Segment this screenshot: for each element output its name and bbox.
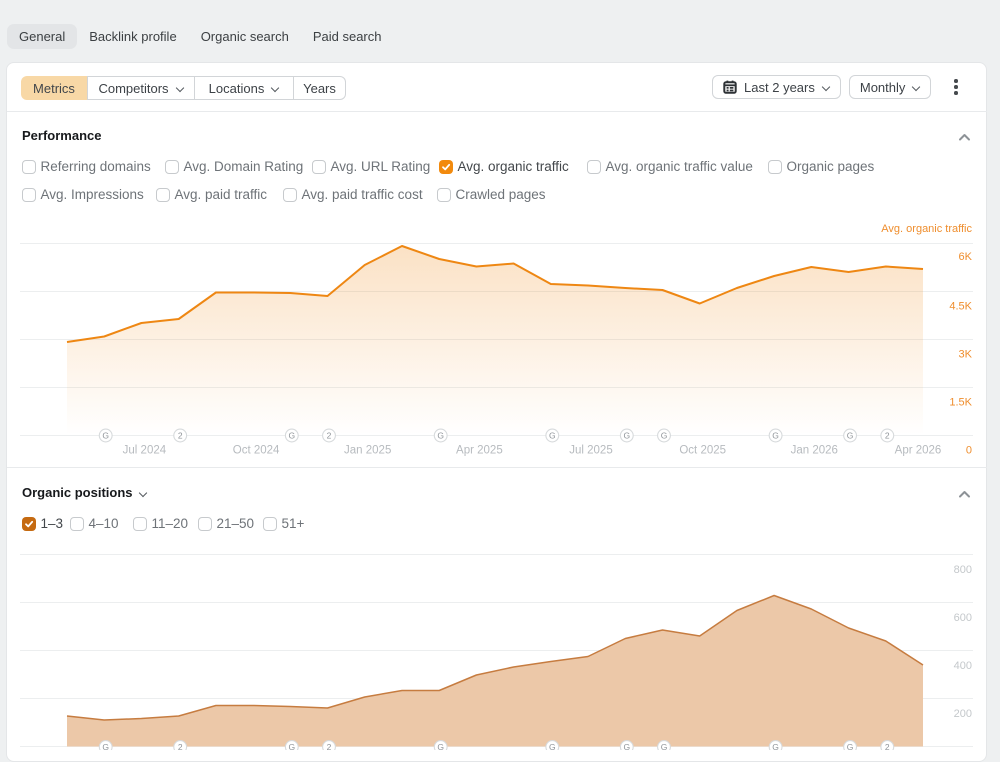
svg-text:600: 600: [954, 612, 972, 624]
svg-text:G: G: [437, 742, 444, 750]
svg-text:G: G: [661, 742, 668, 750]
svg-text:Jul 2024: Jul 2024: [123, 445, 167, 457]
svg-text:G: G: [549, 742, 556, 750]
svg-text:Apr 2026: Apr 2026: [895, 445, 942, 457]
svg-text:G: G: [623, 431, 630, 441]
svg-text:G: G: [661, 431, 668, 441]
svg-text:4.5K: 4.5K: [949, 301, 972, 313]
svg-text:Avg. organic traffic: Avg. organic traffic: [881, 223, 972, 235]
svg-text:G: G: [102, 431, 109, 441]
svg-text:2: 2: [885, 742, 890, 750]
svg-text:G: G: [288, 431, 295, 441]
svg-text:400: 400: [954, 660, 972, 672]
svg-text:G: G: [549, 431, 556, 441]
svg-text:G: G: [847, 431, 854, 441]
svg-text:G: G: [772, 431, 779, 441]
svg-text:G: G: [772, 742, 779, 750]
svg-text:G: G: [288, 742, 295, 750]
svg-text:G: G: [623, 742, 630, 750]
svg-text:Jan 2025: Jan 2025: [344, 445, 391, 457]
svg-text:1.5K: 1.5K: [949, 397, 972, 409]
svg-text:2: 2: [178, 431, 183, 441]
svg-text:200: 200: [954, 708, 972, 720]
svg-text:2: 2: [885, 431, 890, 441]
svg-text:2: 2: [327, 742, 332, 750]
svg-text:Jan 2026: Jan 2026: [791, 445, 838, 457]
svg-text:2: 2: [327, 431, 332, 441]
svg-text:G: G: [847, 742, 854, 750]
svg-text:Oct 2025: Oct 2025: [679, 445, 726, 457]
svg-text:Jul 2025: Jul 2025: [569, 445, 612, 457]
svg-text:6K: 6K: [959, 251, 973, 263]
svg-text:G: G: [437, 431, 444, 441]
svg-text:2: 2: [178, 742, 183, 750]
svg-text:G: G: [102, 742, 109, 750]
svg-text:0: 0: [966, 445, 972, 457]
svg-text:Oct 2024: Oct 2024: [233, 445, 280, 457]
svg-text:Apr 2025: Apr 2025: [456, 445, 503, 457]
svg-text:3K: 3K: [959, 349, 973, 361]
svg-text:800: 800: [954, 564, 972, 576]
